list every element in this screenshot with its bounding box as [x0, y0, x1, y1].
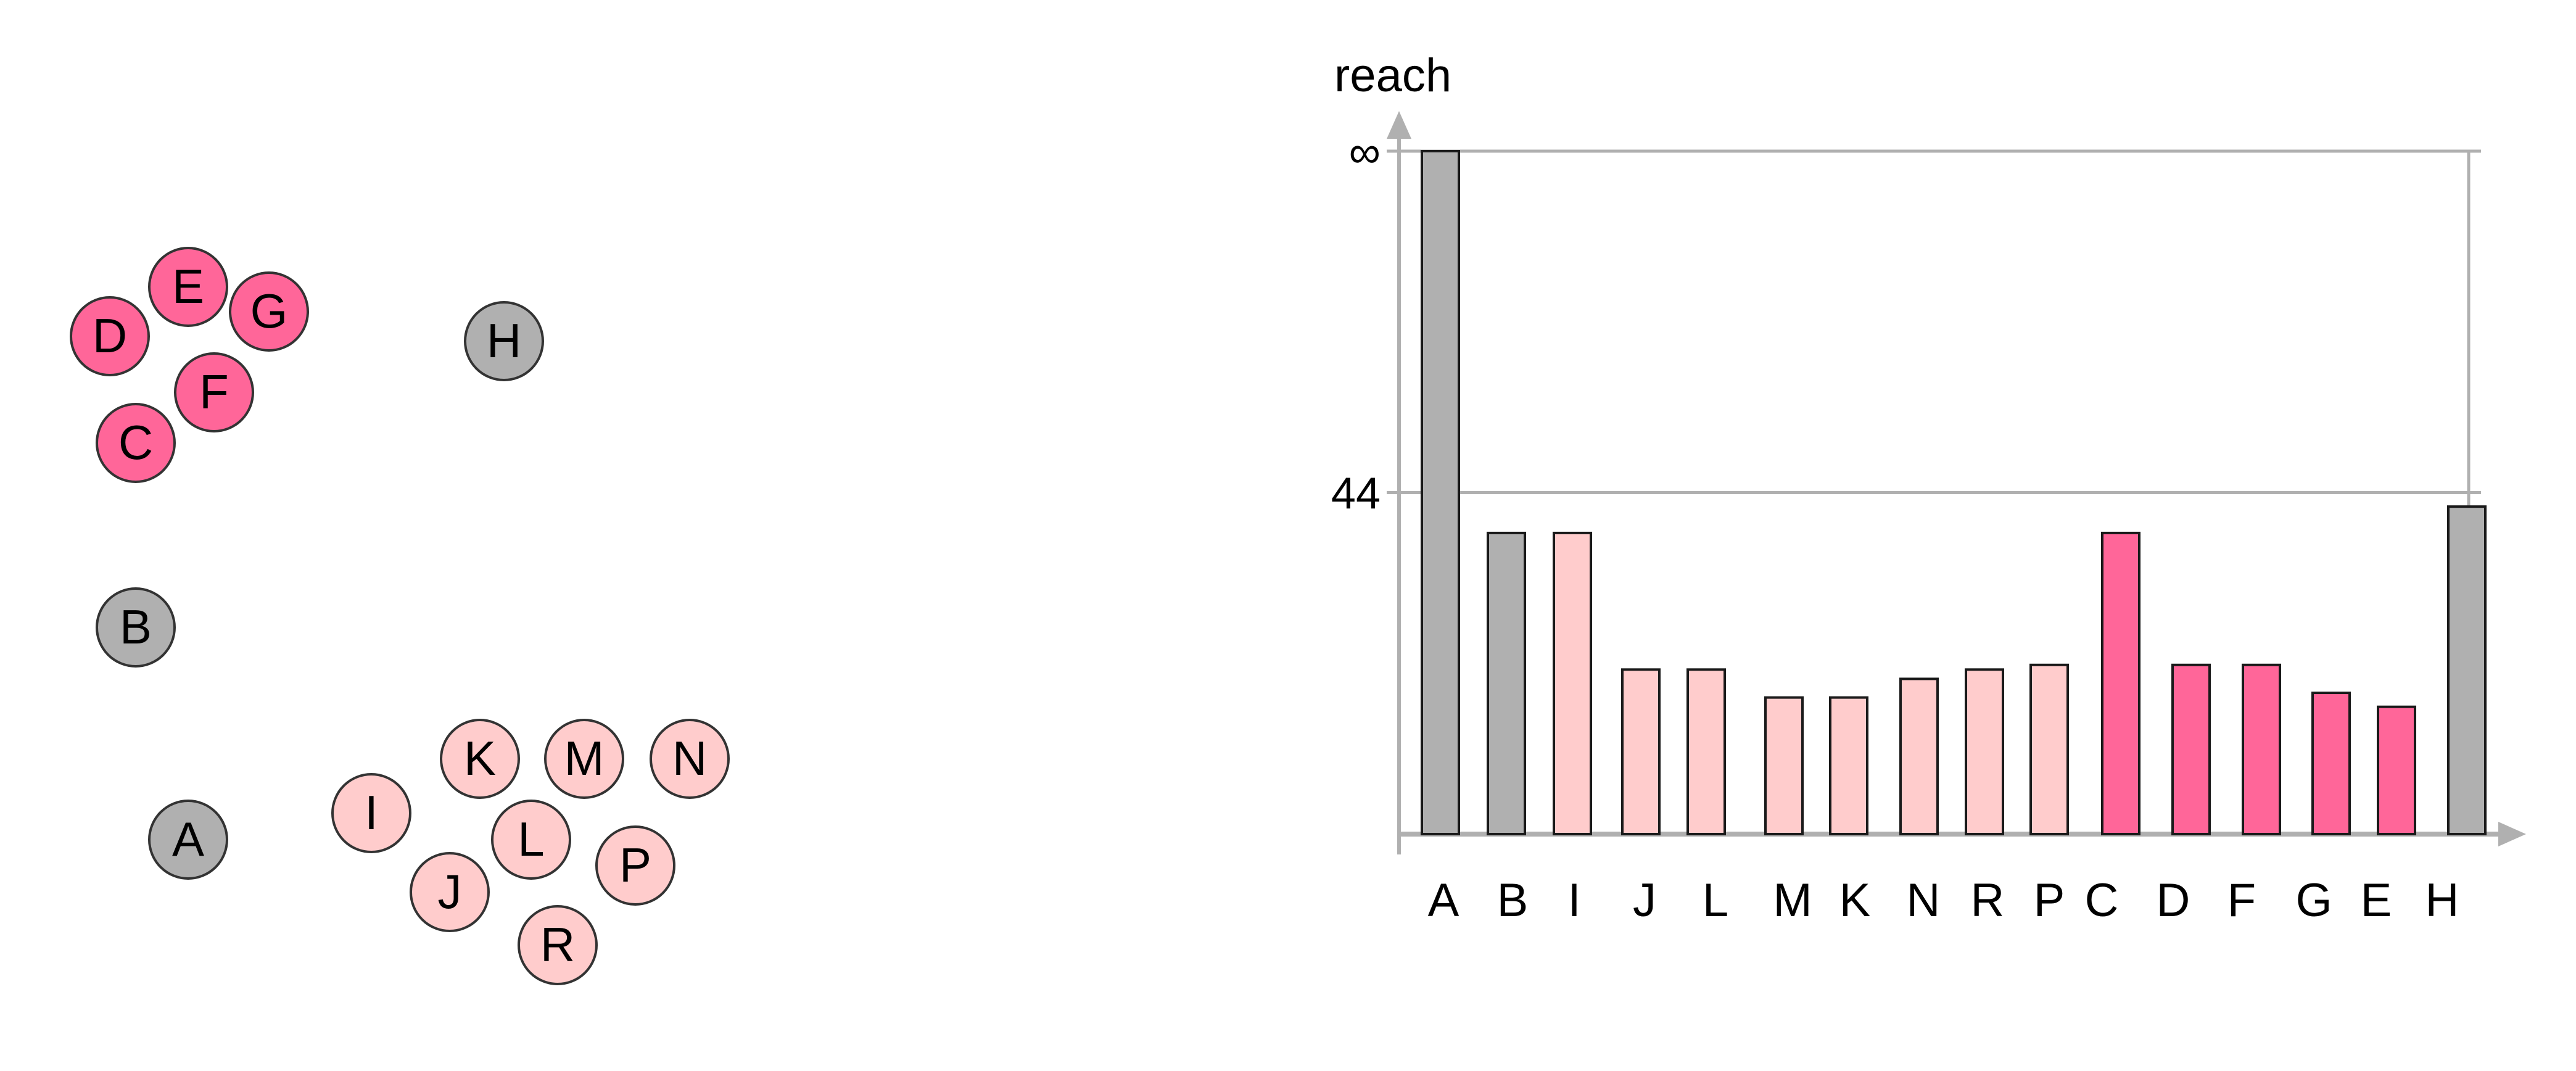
x-tick-label: N	[1907, 874, 1941, 927]
reachability-bar-chart: reach 44 ∞ A B I J L M K N R P C D F G E H	[1331, 49, 2526, 927]
x-tick-label: L	[1703, 874, 1728, 927]
point-label: F	[199, 365, 229, 419]
x-tick-label: E	[2361, 874, 2392, 927]
point-label: E	[172, 259, 204, 313]
point-m: M	[544, 719, 624, 799]
point-marker	[650, 719, 730, 799]
point-label: G	[250, 284, 288, 338]
point-b: B	[96, 587, 176, 668]
point-j: J	[410, 852, 490, 932]
x-tick-label: R	[1971, 874, 2005, 927]
point-marker	[96, 403, 176, 483]
point-n: N	[650, 719, 730, 799]
x-tick-label: B	[1497, 874, 1529, 927]
bar-a	[1421, 150, 1460, 835]
bar-h	[2447, 505, 2487, 835]
point-a: A	[148, 800, 228, 880]
x-tick-label: A	[1428, 874, 1459, 927]
point-label: A	[172, 812, 204, 866]
point-marker	[96, 587, 176, 668]
point-marker	[148, 800, 228, 880]
point-label: R	[540, 917, 575, 972]
point-e: E	[148, 247, 228, 327]
x-tick-label: C	[2085, 874, 2119, 927]
point-label: P	[619, 838, 651, 892]
point-label: M	[564, 731, 605, 785]
x-tick-label: H	[2425, 874, 2459, 927]
point-marker	[174, 352, 254, 432]
x-tick-label: D	[2157, 874, 2190, 927]
y-tick-label: ∞	[1349, 128, 1381, 177]
bar-l	[1686, 668, 1726, 835]
point-marker	[464, 301, 544, 381]
point-k: K	[440, 719, 520, 799]
point-c: C	[96, 403, 176, 483]
point-marker	[440, 719, 520, 799]
point-label: C	[118, 415, 153, 469]
point-marker	[595, 825, 675, 906]
point-marker	[70, 296, 150, 376]
bar-e	[2377, 705, 2416, 835]
bar-j	[1621, 668, 1661, 835]
point-marker	[331, 773, 411, 853]
x-tick-label: P	[2034, 874, 2065, 927]
point-marker	[518, 905, 598, 985]
bar-b	[1487, 531, 1526, 835]
x-tick-label: I	[1567, 874, 1580, 927]
bar-c	[2101, 531, 2140, 835]
x-tick-label: J	[1633, 874, 1656, 927]
bar-i	[1553, 531, 1592, 835]
bar-r	[1965, 668, 2004, 835]
x-tick-label: K	[1839, 874, 1871, 927]
x-axis-arrow	[2498, 822, 2526, 846]
y-tick-label: 44	[1331, 469, 1381, 519]
point-label: I	[365, 785, 378, 840]
point-label: K	[464, 731, 496, 785]
x-tick-label: M	[1773, 874, 1812, 927]
point-d: D	[70, 296, 150, 376]
point-label: B	[120, 600, 152, 654]
bar-g	[2311, 692, 2351, 835]
bar-m	[1764, 696, 1804, 835]
point-label: J	[438, 864, 462, 919]
point-scatter-plot: DE GFC H B A I K M N L J PR	[70, 247, 730, 985]
point-p: P	[595, 825, 675, 906]
point-f: F	[174, 352, 254, 432]
x-tick-label: F	[2227, 874, 2256, 927]
bar-d	[2171, 663, 2211, 835]
y-axis-arrow	[1387, 111, 1411, 139]
y-axis-label: reach	[1334, 49, 1451, 102]
bar-k	[1829, 696, 1868, 835]
bar-p	[2029, 663, 2069, 835]
point-h: H	[464, 301, 544, 381]
point-marker	[410, 852, 490, 932]
point-marker	[544, 719, 624, 799]
point-marker	[229, 271, 309, 352]
point-label: D	[93, 308, 127, 363]
point-label: L	[518, 812, 544, 866]
point-marker	[491, 800, 571, 880]
point-marker	[148, 247, 228, 327]
point-i: I	[331, 773, 411, 853]
point-l: L	[491, 800, 571, 880]
point-label: H	[487, 313, 521, 368]
bar-f	[2242, 663, 2281, 835]
point-label: N	[672, 731, 707, 785]
point-r: R	[518, 905, 598, 985]
point-g: G	[229, 271, 309, 352]
bar-n	[1899, 677, 1939, 835]
x-tick-label: G	[2295, 874, 2332, 927]
